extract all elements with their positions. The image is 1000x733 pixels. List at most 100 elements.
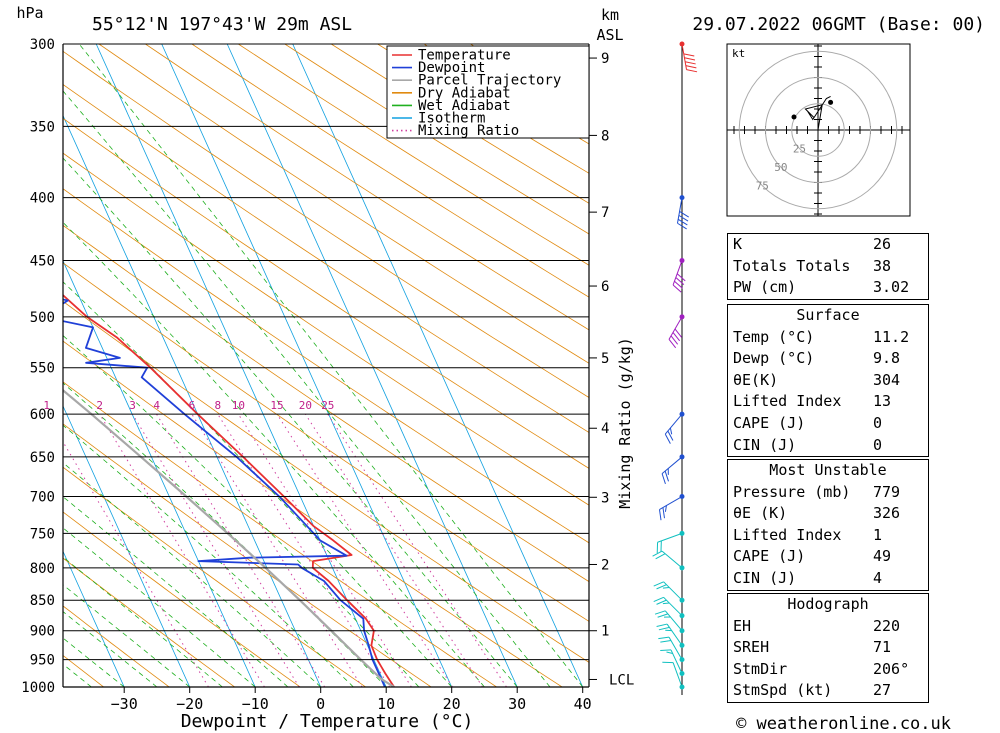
wind-barb xyxy=(664,411,685,444)
dry-adiabat-line xyxy=(63,423,432,687)
wind-barb-flag xyxy=(661,473,666,485)
x-tick-label: 40 xyxy=(574,695,592,713)
dry-adiabat-line xyxy=(145,44,589,331)
legend-label: Isotherm xyxy=(418,111,485,127)
wind-barb-shaft xyxy=(666,623,683,646)
index-label: θE(K) xyxy=(733,370,779,389)
wind-barb xyxy=(653,596,685,619)
wind-barb-flag xyxy=(658,509,662,521)
wind-barb-flag xyxy=(653,596,664,603)
mixing-ratio-label: 25 xyxy=(321,399,334,412)
index-value: 1 xyxy=(873,525,883,544)
index-label: Dewp (°C) xyxy=(733,349,815,368)
wind-barb-flag xyxy=(664,470,669,482)
km-tick-label: 4 xyxy=(601,421,609,437)
index-label: Lifted Index xyxy=(733,525,842,544)
wind-barb-flag xyxy=(677,222,687,230)
wind-barb-flag xyxy=(656,584,667,590)
wind-barb xyxy=(668,314,685,349)
wind-barb xyxy=(676,195,689,230)
dry-adiabat-line xyxy=(63,340,563,687)
wind-barb-shaft xyxy=(661,456,683,475)
wind-barb-shaft xyxy=(668,316,683,340)
dry-adiabat-line xyxy=(63,605,170,687)
wind-barb-flag xyxy=(667,430,674,441)
hodograph-ring xyxy=(791,103,845,157)
indices-panel-surface: Surface Temp (°C) 11.2 Dewp (°C) 9.8 θE(K)… xyxy=(727,304,929,458)
wind-barb-flag xyxy=(676,273,686,282)
km-tick-label: 7 xyxy=(601,205,609,221)
wind-barb-flag xyxy=(656,599,667,605)
wet-adiabat-line xyxy=(63,382,387,687)
wind-barb-flag xyxy=(656,623,668,628)
most-unstable-heading: Most Unstable xyxy=(769,461,887,479)
wind-barb-flag xyxy=(683,53,695,57)
dry-adiabat-line xyxy=(191,44,589,298)
index-value: 4 xyxy=(873,568,883,587)
x-tick-label: 30 xyxy=(508,695,526,713)
index-value: 779 xyxy=(873,482,901,501)
isotherm-line xyxy=(63,114,322,687)
dry-adiabat-line xyxy=(63,511,301,687)
index-value: 13 xyxy=(873,392,892,411)
mixing-ratio-label: 3 xyxy=(129,399,136,412)
wind-barb-shaft xyxy=(681,43,688,70)
isotherm-line xyxy=(63,550,125,687)
wet-adiabat-line xyxy=(63,334,420,687)
wind-barb-shaft xyxy=(659,496,683,510)
index-label: Pressure (mb) xyxy=(733,482,851,501)
km-tick-label: 9 xyxy=(601,51,609,67)
mixing-ratio-label: 8 xyxy=(214,399,221,412)
mixing-ratio-line xyxy=(156,413,326,687)
wet-adiabat-line xyxy=(63,527,256,687)
lcl-label: LCL xyxy=(609,672,634,688)
index-label: StmDir xyxy=(733,659,788,678)
index-row-totals: Totals Totals 38 xyxy=(728,256,928,278)
km-tick-label: 8 xyxy=(601,128,609,144)
pressure-tick-label: 400 xyxy=(30,191,55,207)
isotherm-line xyxy=(292,44,584,687)
wind-barb-flag xyxy=(684,57,696,61)
dry-adiabat-line xyxy=(238,44,589,266)
hodograph-unit-label: kt xyxy=(732,47,745,60)
mixing-ratio-line xyxy=(304,413,484,687)
temperature-line xyxy=(63,293,395,687)
surface-heading: Surface xyxy=(796,306,860,324)
wind-barb-shaft xyxy=(663,581,683,601)
index-value: 0 xyxy=(873,435,883,454)
hodograph-ring-label: 25 xyxy=(793,143,806,156)
wind-barb-flag xyxy=(662,586,670,589)
index-value: 0 xyxy=(873,413,883,432)
km-tick-label: 2 xyxy=(601,557,609,573)
index-value: 38 xyxy=(873,256,892,275)
wind-barb-flag xyxy=(654,610,666,615)
x-axis-title: Dewpoint / Temperature (°C) xyxy=(181,711,474,732)
dry-adiabat-line xyxy=(63,83,589,433)
hodograph-ring xyxy=(765,77,871,183)
wind-barb xyxy=(679,41,698,73)
hodograph-ring xyxy=(738,50,898,210)
isotherm-line xyxy=(161,44,453,687)
wind-barb-flag xyxy=(677,218,688,226)
parcel-trajectory-line xyxy=(63,388,395,687)
pressure-tick-label: 500 xyxy=(30,310,55,326)
wind-barb-flag xyxy=(675,277,685,286)
pressure-tick-label: 750 xyxy=(30,526,55,542)
wind-barb-flag xyxy=(662,602,670,605)
index-row-k: K 26 xyxy=(728,234,928,256)
wind-barb xyxy=(672,258,686,293)
wind-barb-shaft xyxy=(663,596,683,617)
km-tick-label: 6 xyxy=(601,279,609,295)
isotherm-line xyxy=(63,405,191,687)
wind-barb-shaft xyxy=(672,260,683,286)
wet-adiabat-line xyxy=(63,281,452,687)
index-label: CAPE (J) xyxy=(733,547,806,566)
pressure-tick-label: 450 xyxy=(30,254,55,270)
hodograph-heading: Hodograph xyxy=(787,595,869,613)
pressure-tick-label: 950 xyxy=(30,653,55,669)
index-label: CIN (J) xyxy=(733,435,797,454)
wind-barb-shaft xyxy=(657,532,683,543)
pressure-tick-label: 300 xyxy=(30,37,55,53)
pressure-tick-label: 800 xyxy=(30,561,55,577)
